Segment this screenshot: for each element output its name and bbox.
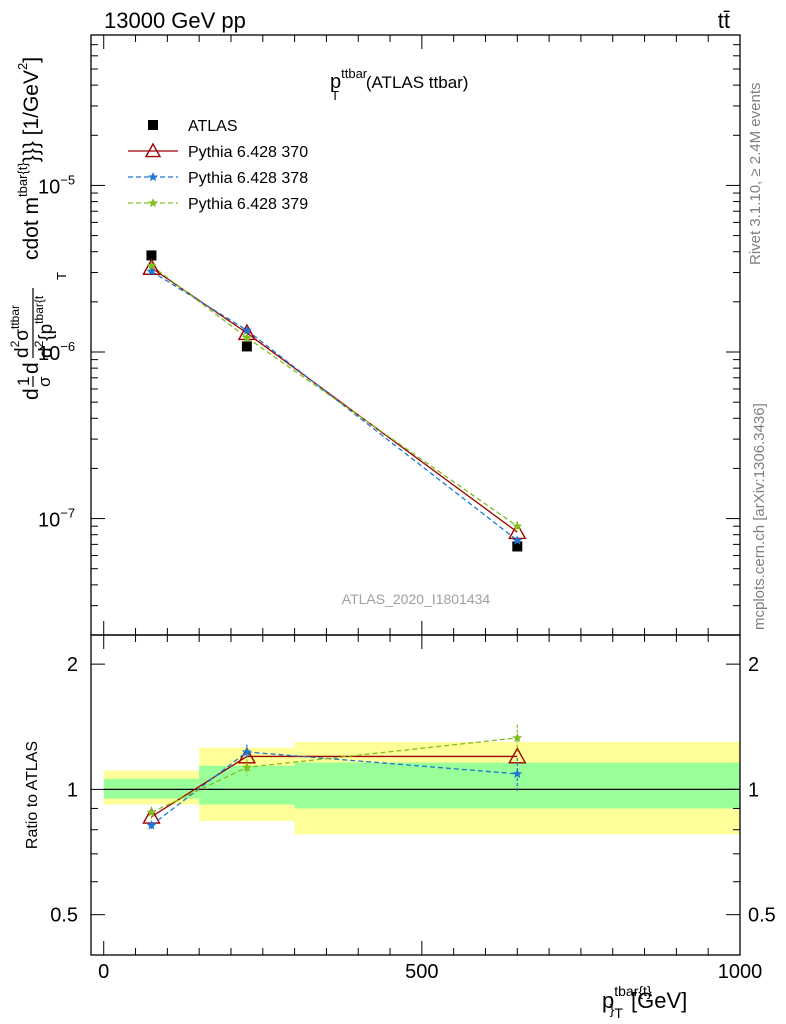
main-data-point [241, 341, 252, 352]
x-tick-label: 1000 [718, 961, 763, 983]
legend-marker [144, 142, 162, 158]
legend-label: Pythia 6.428 378 [188, 170, 308, 187]
svg-text:T: T [54, 272, 69, 280]
main-y-tick-label: 10−7 [38, 506, 75, 532]
svg-text:1: 1 [14, 377, 33, 386]
ratio-plot-panel: 0.5 0.5 1 1 2 2 0 500 1000 Ratio to ATLAS [24, 634, 776, 983]
main-data-point [142, 258, 161, 275]
ratio-y-tick-label: 2 [748, 654, 759, 676]
legend-marker [148, 198, 158, 208]
svg-text:d: d [20, 388, 43, 400]
ratio-y-tick-label: 1 [748, 779, 759, 801]
main-y-tick-label: 10−6 [38, 339, 75, 365]
legend: ATLAS Pythia 6.428 370 Pythia 6.428 378 Pyt… [128, 118, 308, 213]
main-plot-panel: 10−7 10−6 10−5 pttbar T (ATLAS ttbar) d 1 σ… [8, 34, 741, 636]
svg-text:d: d [20, 362, 43, 374]
ratio-data-point [508, 747, 527, 764]
svg-text:d2σttbar: d2σttbar [8, 305, 33, 358]
x-tick-label: 0 [98, 961, 109, 983]
rivet-version-label: Rivet 3.1.10, ≥ 2.4M events [747, 83, 764, 266]
main-y-tick-label: 10−5 [38, 172, 75, 198]
legend-marker [148, 120, 158, 130]
main-y-axis-label: d 1 σ d d2σttbar d2{ptbar{t T cdot mtbar… [8, 57, 69, 400]
svg-text:d2{ptbar{t: d2{ptbar{t [32, 295, 57, 358]
x-tick-label: 500 [405, 961, 438, 983]
header-energy-label: 13000 GeV pp [104, 8, 246, 33]
ratio-y-tick-label: 0.5 [50, 905, 78, 927]
svg-text:cdot mtbar{t}}}} [1/GeV2]: cdot mtbar{t}}}} [1/GeV2] [15, 57, 43, 260]
mcplots-label: mcplots.cern.ch [arXiv:1306.3436] [751, 403, 768, 630]
legend-label: Pythia 6.428 379 [188, 196, 308, 213]
ratio-series-group [142, 724, 527, 830]
main-series-line [151, 267, 518, 533]
svg-text:σ: σ [35, 376, 54, 387]
ratio-y-tick-label: 0.5 [748, 905, 776, 927]
main-data-point [146, 250, 157, 261]
ratio-axis-ticks: 0.5 0.5 1 1 2 2 0 500 1000 [50, 635, 776, 983]
main-series-group [142, 250, 527, 552]
legend-marker [148, 172, 158, 182]
ratio-plot-frame [90, 634, 741, 956]
ratio-band-inner [103, 778, 200, 799]
main-series-line [151, 270, 518, 541]
x-axis-label: ptbar{t}}T [GeV] [602, 983, 687, 1021]
analysis-watermark: ATLAS_2020_I1801434 [342, 591, 491, 607]
header-process-label: tt̄ [718, 8, 730, 33]
ratio-y-tick-label: 2 [67, 654, 78, 676]
main-axis-ticks: 10−7 10−6 10−5 [38, 34, 741, 636]
main-series-line [151, 265, 518, 527]
ratio-y-axis-label: Ratio to ATLAS [24, 741, 41, 849]
main-data-point [512, 541, 523, 552]
legend-label: Pythia 6.428 370 [188, 144, 308, 161]
ratio-y-tick-label: 1 [67, 779, 78, 801]
plot-title: pttbar T (ATLAS ttbar) [330, 66, 468, 103]
ratio-uncertainty-bands [103, 741, 740, 835]
legend-label: ATLAS [188, 118, 238, 135]
